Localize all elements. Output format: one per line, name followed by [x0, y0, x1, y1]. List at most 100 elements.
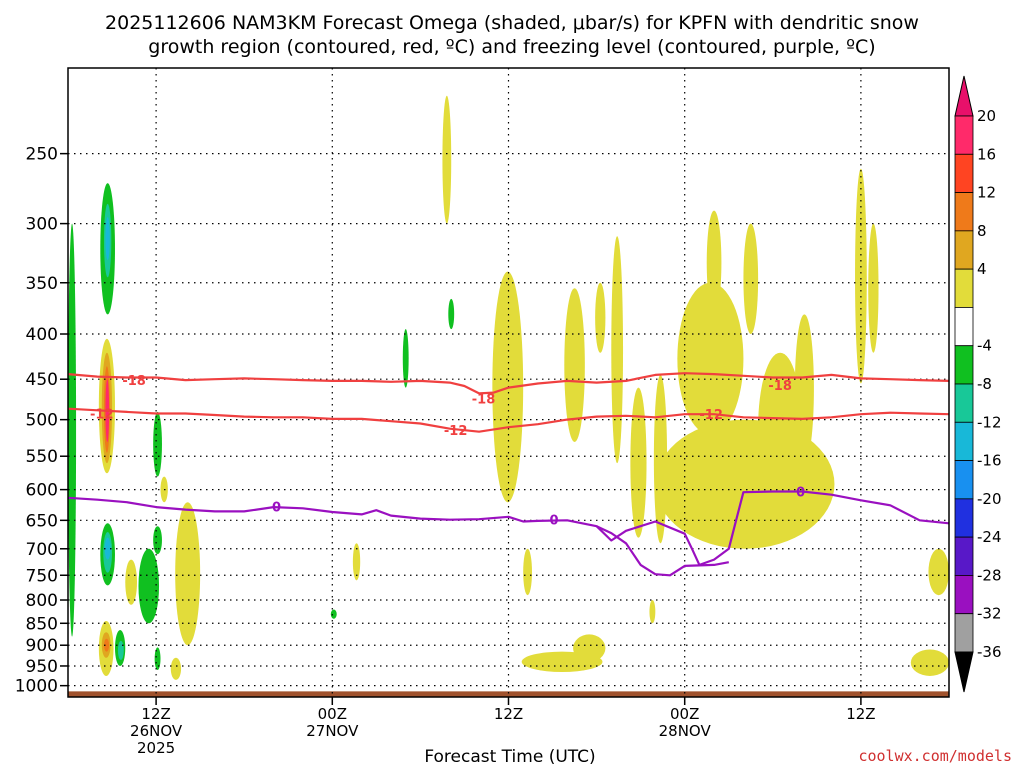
omega-cell — [743, 223, 759, 335]
omega-cell — [855, 168, 867, 384]
colorbar-tick-label: -32 — [977, 605, 1002, 623]
omega-cell — [154, 647, 161, 670]
omega-cell — [611, 236, 624, 464]
omega-cell — [595, 282, 606, 353]
contour-label-minus18: -18 — [472, 392, 496, 407]
omega-cell — [103, 638, 110, 652]
omega-cell — [573, 634, 606, 662]
colorbar-bin — [954, 307, 974, 347]
colorbar-bin — [954, 192, 974, 232]
chart-title-line1: 2025112606 NAM3KM Forecast Omega (shaded… — [105, 12, 919, 34]
colorbar-under-arrow — [954, 651, 974, 693]
credit-text: coolwx.com/models — [858, 747, 1012, 765]
colorbar-tick-label: -16 — [977, 452, 1002, 470]
y-tick-label: 300 — [26, 215, 58, 235]
omega-cell — [649, 600, 656, 624]
x-tick-label: 00Z — [670, 705, 699, 723]
omega-cell — [564, 288, 585, 443]
terrain-layer — [68, 691, 949, 697]
x-tick-label: 2025 — [137, 739, 175, 757]
colorbar-tick-label: -12 — [977, 413, 1002, 431]
omega-cell — [153, 526, 162, 555]
y-tick-label: 500 — [26, 411, 58, 431]
omega-cell — [402, 329, 409, 388]
contour-freezing-branch — [596, 525, 729, 577]
omega-shading — [68, 95, 949, 680]
omega-cell — [352, 543, 361, 581]
contour-label-freezing: 0 — [272, 501, 281, 516]
omega-cell — [153, 411, 162, 477]
colorbar-bin — [954, 230, 974, 270]
contour-label-minus12: -12 — [699, 408, 723, 423]
contour-label-minus18: -18 — [122, 374, 146, 389]
y-tick-label: 550 — [26, 447, 58, 467]
omega-cell — [170, 657, 182, 680]
omega-cell — [523, 548, 532, 596]
omega-cell — [677, 282, 744, 435]
omega-cell — [868, 223, 879, 353]
colorbar-tick-label: -8 — [977, 375, 992, 393]
contour-minus18 — [67, 372, 950, 395]
contour-layer: -18 -18 -18 -12 -12 -12 0 0 0 — [67, 372, 950, 577]
colorbar-bin — [954, 345, 974, 385]
omega-cell — [175, 502, 201, 646]
x-tick-label: 27NOV — [306, 722, 359, 740]
x-axis-label: Forecast Time (UTC) — [424, 747, 595, 767]
omega-cell — [330, 609, 337, 619]
colorbar-bin — [954, 421, 974, 461]
colorbar-bin — [954, 383, 974, 423]
plot-area: -18 -18 -18 -12 -12 -12 0 0 0 — [67, 67, 950, 698]
colorbar-tick-label: -36 — [977, 643, 1002, 661]
chart-title-line2: growth region (contoured, red, ºC) and f… — [148, 36, 875, 58]
x-tick-label: 26NOV — [130, 722, 183, 740]
colorbar-tick-label: 16 — [977, 145, 996, 163]
y-tick-label: 1000 — [15, 677, 58, 697]
contour-freezing-level — [67, 490, 950, 566]
colorbar-tick-label: 12 — [977, 184, 996, 202]
y-tick-label: 600 — [26, 481, 58, 501]
omega-cell — [706, 210, 722, 315]
x-tick-label: 12Z — [494, 705, 523, 723]
colorbar-bin — [954, 498, 974, 538]
omega-cell — [910, 649, 949, 676]
colorbar-bin — [954, 536, 974, 576]
y-tick-label: 400 — [26, 325, 58, 345]
colorbar-bin — [954, 268, 974, 308]
x-tick-label: 00Z — [318, 705, 347, 723]
y-tick-label: 250 — [26, 145, 58, 165]
colorbar-tick-label: -24 — [977, 528, 1002, 546]
omega-cell — [758, 352, 803, 503]
x-tick-label: 28NOV — [659, 722, 712, 740]
colorbar-tick-label: 4 — [977, 260, 987, 278]
colorbar-bin — [954, 115, 974, 155]
colorbar-tick-label: 20 — [977, 107, 996, 125]
colorbar-tick-label: -28 — [977, 566, 1002, 584]
omega-cell — [138, 548, 160, 624]
omega-cell — [105, 217, 110, 261]
omega-cell — [104, 537, 111, 560]
y-tick-label: 700 — [26, 540, 58, 560]
omega-cell — [68, 223, 77, 637]
omega-cell — [630, 387, 647, 538]
omega-cell — [117, 640, 124, 660]
colorbar: 20 16 12 8 4 -4 -8 -12 -16 -20 -24 -28 -32 -36 — [954, 75, 1002, 693]
terrain-surface — [68, 691, 949, 697]
y-axis: 2503003504004505005506006507007508008509… — [15, 145, 68, 697]
y-tick-label: 750 — [26, 566, 58, 586]
y-tick-label: 800 — [26, 591, 58, 611]
y-tick-label: 650 — [26, 511, 58, 531]
omega-cell — [928, 548, 949, 596]
x-tick-label: 12Z — [846, 705, 875, 723]
y-tick-label: 450 — [26, 370, 58, 390]
colorbar-tick-label: -4 — [977, 337, 992, 355]
contour-minus12 — [67, 407, 950, 433]
y-tick-label: 350 — [26, 274, 58, 294]
y-tick-label: 850 — [26, 614, 58, 634]
omega-cell — [448, 298, 455, 330]
colorbar-bin — [954, 575, 974, 615]
colorbar-bin — [954, 613, 974, 653]
colorbar-tick-label: 8 — [977, 222, 987, 240]
contour-label-minus12: -12 — [444, 424, 468, 439]
